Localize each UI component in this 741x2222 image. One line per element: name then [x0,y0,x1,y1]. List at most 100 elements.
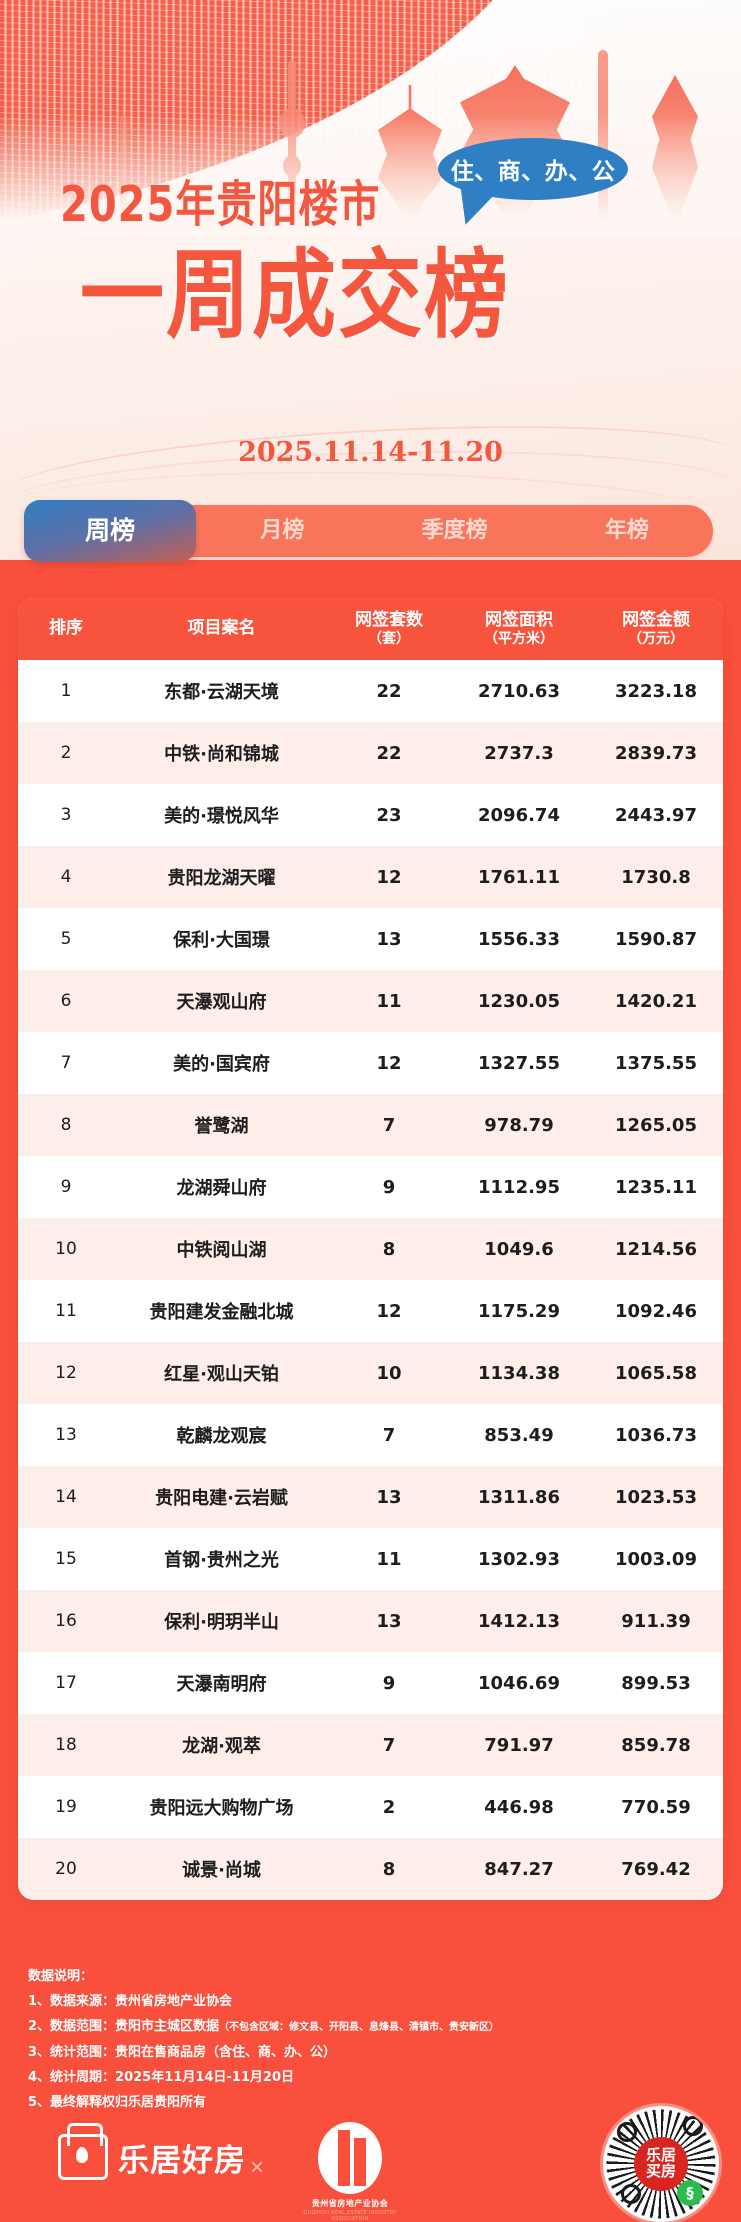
cell-name: 红星·观山天铂 [164,1364,279,1385]
cell-units: 12 [376,1052,402,1074]
cell-area: 1134.38 [478,1362,560,1384]
cell-amount: 1023.53 [615,1486,697,1508]
cell-units: 7 [382,1114,396,1136]
table-header-row: 排序 项目案名 网签套数 （套） 网签面积 （平方米） 网签金额 （万元） [18,598,723,660]
column-header-units: 网签套数 （套） [329,610,449,647]
ranking-table-card: 排序 项目案名 网签套数 （套） 网签面积 （平方米） 网签金额 （万元） 1 东… [18,598,723,1900]
association-emblem-icon [318,2122,382,2194]
tab-month[interactable]: 月榜 [260,518,305,543]
period-tab-bar[interactable]: 周榜 月榜 季度榜 年榜 [24,500,713,562]
association-logo: 贵州省房地产业协会 GUIZHOU REAL ESTATE INDUSTRY A… [290,2122,410,2222]
tab-quarter[interactable]: 季度榜 [421,518,488,543]
wechat-miniprogram-icon: § [677,2180,703,2206]
table-row: 11 贵阳建发金融北城 12 1175.29 1092.46 [18,1280,723,1342]
cell-area: 1327.55 [478,1052,560,1074]
cell-amount: 3223.18 [615,680,697,702]
cell-area: 1230.05 [478,990,560,1012]
column-header-rank: 排序 [18,618,114,639]
cell-amount: 899.53 [621,1672,691,1694]
cell-units: 7 [382,1424,396,1446]
cell-area: 847.27 [484,1858,554,1880]
cell-units: 2 [382,1796,396,1818]
cell-area: 1311.86 [478,1486,560,1508]
cell-name: 保利·明玥半山 [164,1612,279,1633]
cell-amount: 1590.87 [615,928,697,950]
cell-rank: 20 [55,1859,77,1879]
cell-units: 9 [382,1176,396,1198]
note-item-2: 2、数据范围：贵阳市主城区数据（不包含区域：修文县、开阳县、息烽县、清镇市、贵安… [28,2014,718,2039]
cell-rank: 2 [60,743,72,763]
column-header-area: 网签面积 （平方米） [449,610,589,647]
table-row: 5 保利·大国璟 13 1556.33 1590.87 [18,908,723,970]
cell-name: 龙湖·观萃 [182,1736,261,1757]
cell-area: 791.97 [484,1734,554,1756]
page-title: 一周成交榜 [80,238,511,352]
table-row: 16 保利·明玥半山 13 1412.13 911.39 [18,1590,723,1652]
table-row: 19 贵阳远大购物广场 2 446.98 770.59 [18,1776,723,1838]
cell-amount: 769.42 [621,1858,691,1880]
cell-rank: 4 [60,867,72,887]
column-header-units-title: 网签套数 [355,610,423,631]
cell-name: 乾麟龙观宸 [176,1426,267,1447]
cell-rank: 16 [55,1611,77,1631]
cell-name: 贵阳建发金融北城 [149,1302,294,1323]
column-header-rank-title: 排序 [49,618,83,639]
cell-name: 东都·云湖天境 [164,682,279,703]
category-badge: 住、商、办、公 [438,138,628,200]
tab-week[interactable]: 周榜 [24,500,197,562]
cell-rank: 12 [55,1363,77,1383]
qr-code[interactable]: 乐居 买房 § [603,2106,719,2222]
cell-rank: 10 [55,1239,77,1259]
cell-units: 8 [382,1858,396,1880]
tab-year[interactable]: 年榜 [604,518,649,543]
cell-units: 13 [376,1610,402,1632]
cell-rank: 5 [60,929,72,949]
cell-area: 1049.6 [484,1238,554,1260]
note-item-4: 4、统计周期：2025年11月14日-11月20日 [28,2070,294,2086]
table-row: 15 首钢·贵州之光 11 1302.93 1003.09 [18,1528,723,1590]
hero-skyline-illustration [0,0,741,235]
cell-rank: 8 [60,1115,72,1135]
cell-amount: 859.78 [621,1734,691,1756]
cell-area: 1556.33 [478,928,560,950]
table-row: 18 龙湖·观萃 7 791.97 859.78 [18,1714,723,1776]
cell-rank: 7 [60,1053,72,1073]
note-item-2-main: 2、数据范围：贵阳市主城区数据 [28,2019,220,2035]
cell-units: 11 [376,990,402,1012]
cell-amount: 1065.58 [615,1362,697,1384]
cell-rank: 18 [55,1735,77,1755]
note-item-5: 5、最终解释权归乐居贵阳所有 [28,2095,207,2111]
column-header-area-title: 网签面积 [485,610,553,631]
cell-units: 12 [376,1300,402,1322]
cell-rank: 11 [55,1301,77,1321]
footer-bar: 乐居好房 × 贵州省房地产业协会 GUIZHOU REAL ESTATE IND… [0,2106,741,2222]
table-row: 10 中铁阅山湖 8 1049.6 1214.56 [18,1218,723,1280]
table-row: 7 美的·国宾府 12 1327.55 1375.55 [18,1032,723,1094]
cell-area: 978.79 [484,1114,554,1136]
note-item-3: 3、统计范围：贵阳在售商品房（含住、商、办、公） [28,2044,337,2060]
cell-name: 龙湖舜山府 [176,1178,267,1199]
cell-amount: 2839.73 [615,742,697,764]
cell-amount: 2443.97 [615,804,697,826]
note-item-2-suffix: （不包含区域：修文县、开阳县、息烽县、清镇市、贵安新区） [219,2022,500,2034]
table-row: 12 红星·观山天铂 10 1134.38 1065.58 [18,1342,723,1404]
table-body: 1 东都·云湖天境 22 2710.63 3223.18 2 中铁·尚和锦城 22 2737.3… [18,660,723,1900]
cell-area: 1412.13 [478,1610,560,1632]
cell-area: 1302.93 [478,1548,560,1570]
cell-name: 美的·璟悦风华 [164,806,279,827]
cell-amount: 770.59 [621,1796,691,1818]
cell-units: 13 [376,1486,402,1508]
cell-area: 446.98 [484,1796,554,1818]
cell-amount: 1420.21 [615,990,697,1012]
column-header-amount: 网签金额 （万元） [589,610,723,647]
cell-units: 13 [376,928,402,950]
cell-rank: 1 [60,681,72,701]
column-header-amount-unit: （万元） [628,630,684,647]
brand-logo: 乐居好房 [58,2134,246,2180]
table-row: 6 天瀑观山府 11 1230.05 1420.21 [18,970,723,1032]
cell-rank: 19 [55,1797,77,1817]
cell-rank: 17 [55,1673,77,1693]
cell-name: 诚景·尚城 [182,1860,261,1881]
column-header-name: 项目案名 [114,618,329,639]
column-header-name-title: 项目案名 [187,618,256,639]
